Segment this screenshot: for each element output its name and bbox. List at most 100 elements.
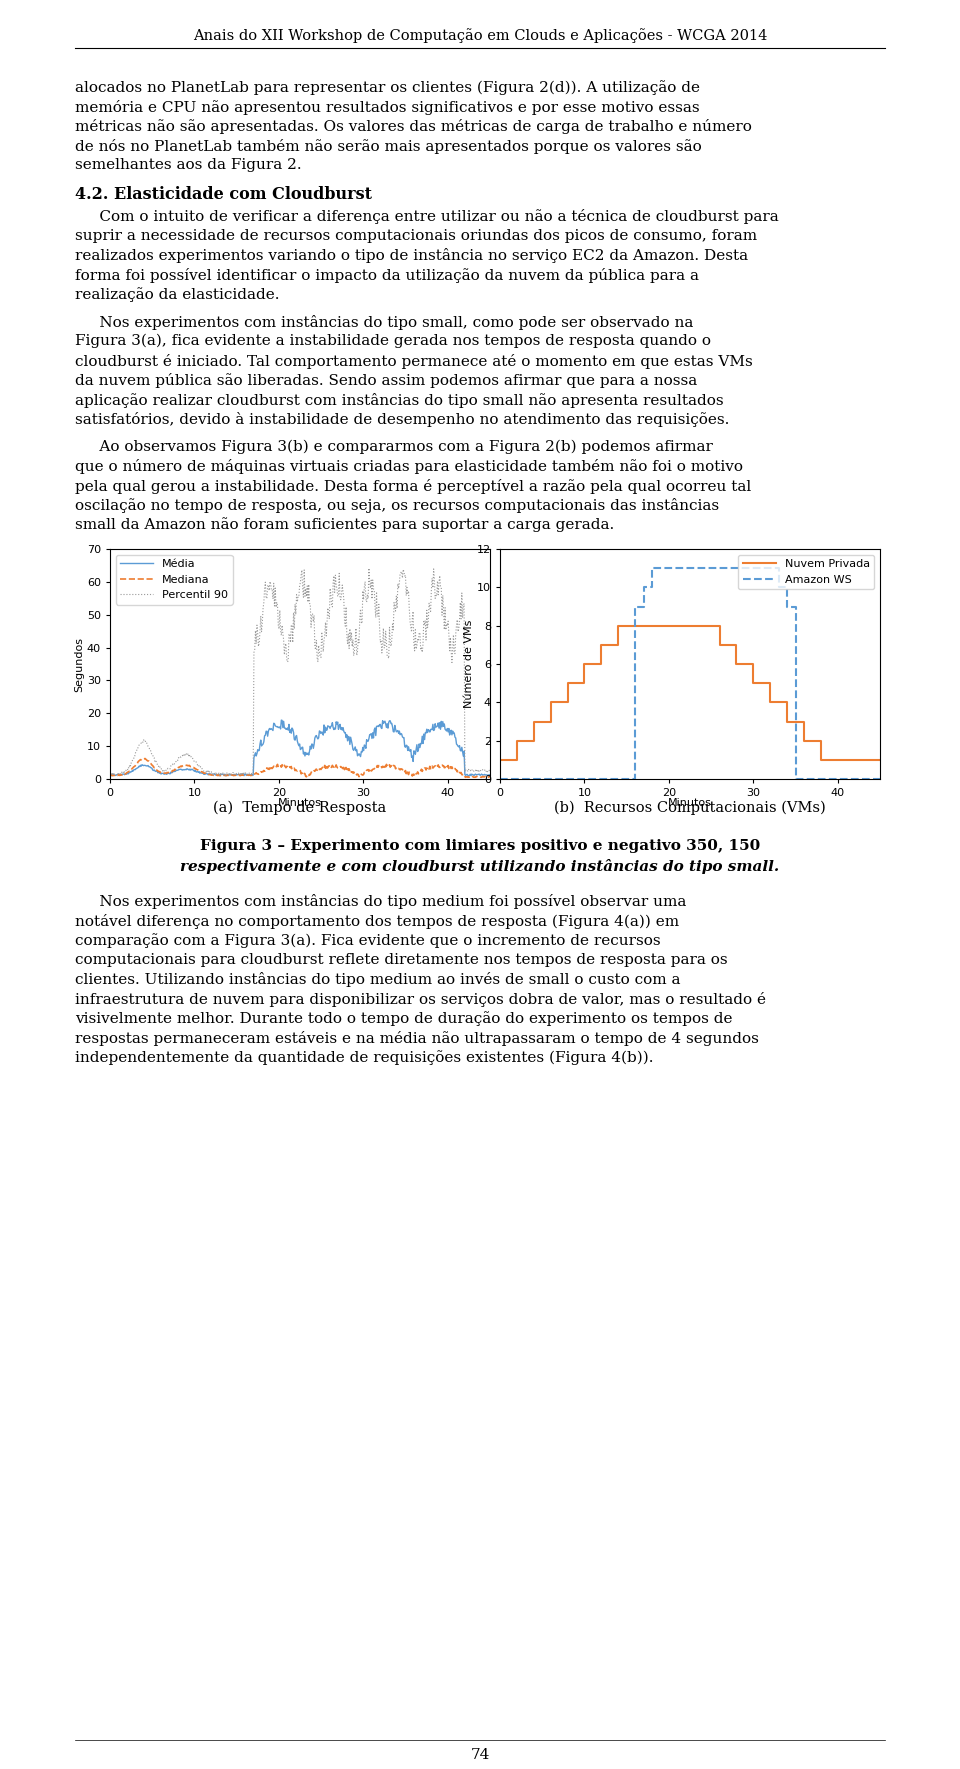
Nuvem Privada xyxy=(688,616,700,637)
Text: clientes. Utilizando instâncias do tipo medium ao invés de small o custo com a: clientes. Utilizando instâncias do tipo … xyxy=(75,971,681,987)
Média xyxy=(332,711,344,732)
Amazon WS xyxy=(646,557,658,578)
Text: realizados experimentos variando o tipo de instância no serviço EC2 da Amazon. D: realizados experimentos variando o tipo … xyxy=(75,248,748,264)
Nuvem Privada xyxy=(697,616,708,637)
Nuvem Privada xyxy=(595,635,607,656)
Amazon WS xyxy=(857,768,869,789)
Mediana xyxy=(484,766,495,787)
Média xyxy=(476,764,488,785)
Amazon WS xyxy=(840,768,852,789)
Percentil 90 xyxy=(363,557,374,578)
Média xyxy=(311,727,323,748)
Nuvem Privada xyxy=(663,616,675,637)
Line: Percentil 90: Percentil 90 xyxy=(110,568,490,775)
Nuvem Privada xyxy=(519,731,531,752)
Nuvem Privada xyxy=(630,616,641,637)
Amazon WS xyxy=(824,768,835,789)
Nuvem Privada xyxy=(646,616,658,637)
Nuvem Privada xyxy=(621,616,633,637)
Amazon WS xyxy=(806,768,818,789)
Nuvem Privada xyxy=(511,731,522,752)
Text: pela qual gerou a instabilidade. Desta forma é perceptível a razão pela qual oco: pela qual gerou a instabilidade. Desta f… xyxy=(75,478,752,494)
Amazon WS xyxy=(790,768,802,789)
Mediana xyxy=(417,761,428,782)
Legend: Nuvem Privada, Amazon WS: Nuvem Privada, Amazon WS xyxy=(738,554,875,589)
Text: small da Amazon não foram suficientes para suportar a carga gerada.: small da Amazon não foram suficientes pa… xyxy=(75,518,614,532)
Amazon WS xyxy=(773,577,784,598)
Amazon WS xyxy=(714,557,726,578)
Média xyxy=(418,732,429,754)
Amazon WS xyxy=(832,768,844,789)
Mediana xyxy=(311,759,323,780)
X-axis label: Minutos: Minutos xyxy=(278,798,322,808)
Text: Nos experimentos com instâncias do tipo medium foi possível observar uma: Nos experimentos com instâncias do tipo … xyxy=(75,893,686,909)
Nuvem Privada xyxy=(866,750,877,771)
Text: Nos experimentos com instâncias do tipo small, como pode ser observado na: Nos experimentos com instâncias do tipo … xyxy=(75,315,693,329)
Text: computacionais para cloudburst reflete diretamente nos tempos de resposta para o: computacionais para cloudburst reflete d… xyxy=(75,952,728,966)
Percentil 90 xyxy=(476,759,488,780)
Nuvem Privada xyxy=(832,750,844,771)
Nuvem Privada xyxy=(824,750,835,771)
Nuvem Privada xyxy=(545,692,557,713)
Amazon WS xyxy=(680,557,691,578)
Percentil 90 xyxy=(105,762,116,784)
Text: aplicação realizar cloudburst com instâncias do tipo small não apresenta resulta: aplicação realizar cloudburst com instân… xyxy=(75,393,724,407)
Text: memória e CPU não apresentou resultados significativos e por esse motivo essas: memória e CPU não apresentou resultados … xyxy=(75,99,700,115)
Nuvem Privada xyxy=(528,711,540,732)
Nuvem Privada xyxy=(588,653,599,674)
Text: Figura 3(a), fica evidente a instabilidade gerada nos tempos de resposta quando : Figura 3(a), fica evidente a instabilida… xyxy=(75,334,711,348)
Percentil 90 xyxy=(288,601,300,623)
Mediana xyxy=(476,766,488,787)
Mediana xyxy=(285,755,297,777)
Nuvem Privada xyxy=(604,635,615,656)
Nuvem Privada xyxy=(739,653,751,674)
Nuvem Privada xyxy=(579,653,590,674)
Média xyxy=(286,718,298,739)
Nuvem Privada xyxy=(806,731,818,752)
Text: infraestrutura de nuvem para disponibilizar os serviços dobra de valor, mas o re: infraestrutura de nuvem para disponibili… xyxy=(75,991,766,1007)
Amazon WS xyxy=(799,768,810,789)
Nuvem Privada xyxy=(764,692,776,713)
Text: cloudburst é iniciado. Tal comportamento permanece até o momento em que estas VM: cloudburst é iniciado. Tal comportamento… xyxy=(75,354,753,368)
Line: Nuvem Privada: Nuvem Privada xyxy=(500,626,880,761)
Text: respostas permaneceram estáveis e na média não ultrapassaram o tempo de 4 segund: respostas permaneceram estáveis e na méd… xyxy=(75,1031,758,1045)
Text: alocados no PlanetLab para representar os clientes (Figura 2(d)). A utilização d: alocados no PlanetLab para representar o… xyxy=(75,80,700,96)
Amazon WS xyxy=(731,557,742,578)
Legend: Média, Mediana, Percentil 90: Média, Mediana, Percentil 90 xyxy=(115,554,232,605)
Nuvem Privada xyxy=(840,750,852,771)
Amazon WS xyxy=(756,557,768,578)
Line: Média: Média xyxy=(110,720,490,775)
Percentil 90 xyxy=(418,633,429,655)
Amazon WS xyxy=(672,557,684,578)
Nuvem Privada xyxy=(790,711,802,732)
Média xyxy=(105,764,116,785)
Mediana xyxy=(139,748,151,770)
Text: realização da elasticidade.: realização da elasticidade. xyxy=(75,287,279,302)
Amazon WS xyxy=(697,557,708,578)
Nuvem Privada xyxy=(537,711,548,732)
Amazon WS xyxy=(663,557,675,578)
Y-axis label: Segundos: Segundos xyxy=(74,637,84,692)
Nuvem Privada xyxy=(553,692,564,713)
Y-axis label: Número de VMs: Número de VMs xyxy=(464,619,474,708)
Amazon WS xyxy=(494,768,506,789)
Amazon WS xyxy=(655,557,666,578)
Amazon WS xyxy=(849,768,860,789)
Amazon WS xyxy=(815,768,827,789)
Nuvem Privada xyxy=(637,616,649,637)
Line: Mediana: Mediana xyxy=(110,759,490,777)
Text: oscilação no tempo de resposta, ou seja, os recursos computacionais das instânci: oscilação no tempo de resposta, ou seja,… xyxy=(75,499,719,513)
Média xyxy=(220,764,231,785)
Amazon WS xyxy=(739,557,751,578)
Mediana xyxy=(331,757,343,778)
Nuvem Privada xyxy=(706,616,717,637)
Text: Ao observamos Figura 3(b) e compararmos com a Figura 2(b) podemos afirmar: Ao observamos Figura 3(b) e compararmos … xyxy=(75,439,713,455)
Amazon WS xyxy=(621,768,633,789)
Amazon WS xyxy=(764,557,776,578)
Text: de nós no PlanetLab também não serão mais apresentados porque os valores são: de nós no PlanetLab também não serão mai… xyxy=(75,138,702,154)
Text: independentemente da quantidade de requisições existentes (Figura 4(b)).: independentemente da quantidade de requi… xyxy=(75,1051,654,1065)
Text: visivelmente melhor. Durante todo o tempo de duração do experimento os tempos de: visivelmente melhor. Durante todo o temp… xyxy=(75,1012,732,1026)
Text: Anais do XII Workshop de Computação em Clouds e Aplicações - WCGA 2014: Anais do XII Workshop de Computação em C… xyxy=(193,28,767,42)
Text: semelhantes aos da Figura 2.: semelhantes aos da Figura 2. xyxy=(75,157,301,172)
Text: suprir a necessidade de recursos computacionais oriundas dos picos de consumo, f: suprir a necessidade de recursos computa… xyxy=(75,228,757,242)
